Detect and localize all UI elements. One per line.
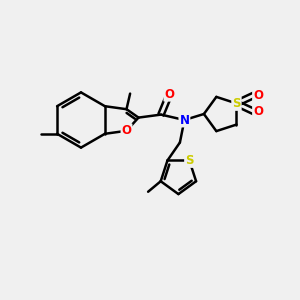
Text: O: O	[253, 88, 263, 101]
Text: O: O	[164, 88, 174, 101]
Text: O: O	[122, 124, 131, 137]
Text: S: S	[232, 97, 241, 110]
Text: N: N	[179, 113, 189, 127]
Text: O: O	[253, 105, 263, 118]
Text: S: S	[185, 154, 194, 167]
